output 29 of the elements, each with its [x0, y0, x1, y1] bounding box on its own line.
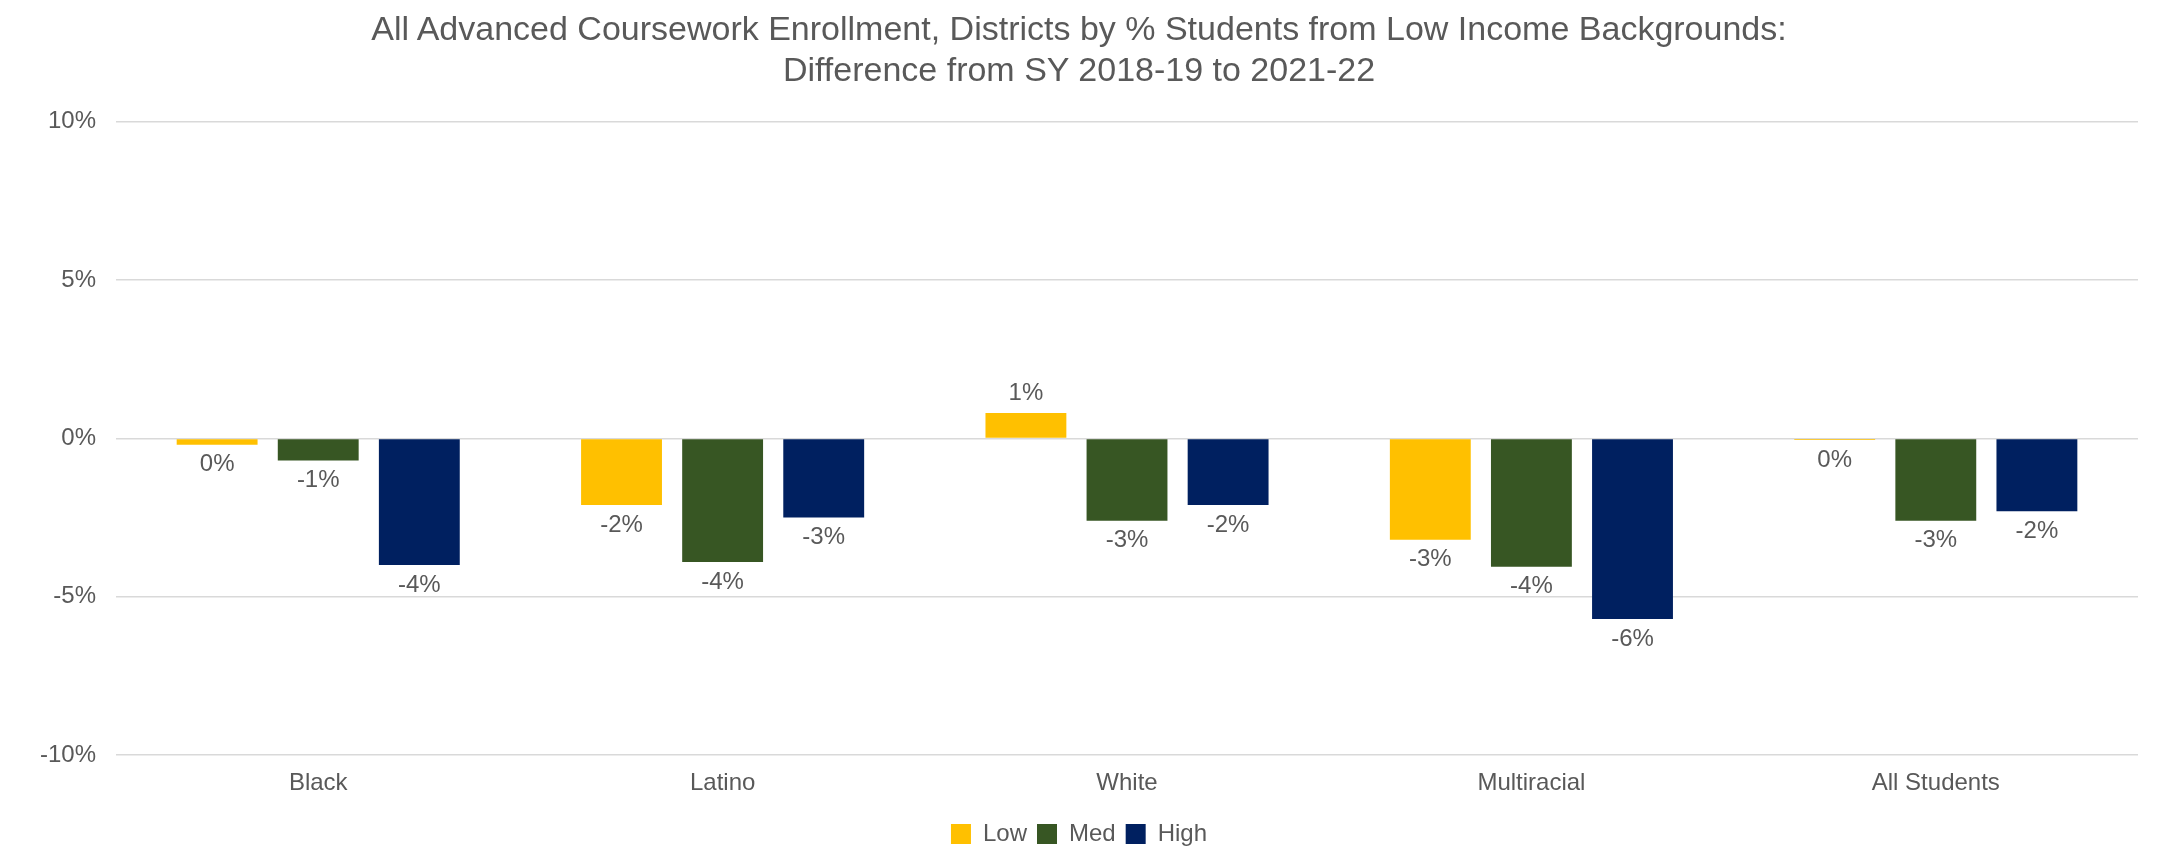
- x-tick-label: White: [1096, 768, 1158, 796]
- data-label: 1%: [1008, 377, 1044, 405]
- legend-label: High: [1157, 818, 1208, 846]
- data-label: -2%: [1206, 509, 1250, 537]
- data-label: 0%: [1817, 444, 1853, 472]
- y-tick-label: 0%: [61, 423, 97, 451]
- y-tick-label: 10%: [47, 106, 97, 134]
- x-tick-label: All Students: [1871, 768, 2000, 796]
- x-tick-label: Multiracial: [1477, 768, 1586, 796]
- data-label: -1%: [296, 465, 340, 493]
- data-label: -2%: [2015, 515, 2059, 543]
- data-label: -3%: [802, 522, 846, 550]
- data-label: -4%: [1510, 571, 1553, 599]
- x-tick-label: Latino: [689, 768, 756, 796]
- x-tick-label: Black: [288, 768, 349, 796]
- y-tick-label: -5%: [53, 581, 97, 609]
- legend-label: Low: [982, 818, 1028, 846]
- data-label: 0%: [199, 449, 235, 477]
- y-tick-label: -10%: [40, 739, 97, 767]
- y-tick-label: 5%: [61, 264, 97, 292]
- data-label: -3%: [1408, 544, 1452, 572]
- data-label: -4%: [397, 569, 441, 597]
- legend-label: Med: [1068, 818, 1116, 846]
- data-label: -2%: [600, 509, 643, 537]
- data-label: -4%: [701, 566, 744, 594]
- data-label: -3%: [1105, 525, 1149, 553]
- chart-title: All Advanced Coursework Enrollment, Districts by % Students from Low Income Backgrounds: Difference from SY 2018-19 to 2021-22: [371, 8, 1787, 88]
- data-label: -6%: [1611, 623, 1654, 651]
- data-label: -3%: [1914, 525, 1958, 553]
